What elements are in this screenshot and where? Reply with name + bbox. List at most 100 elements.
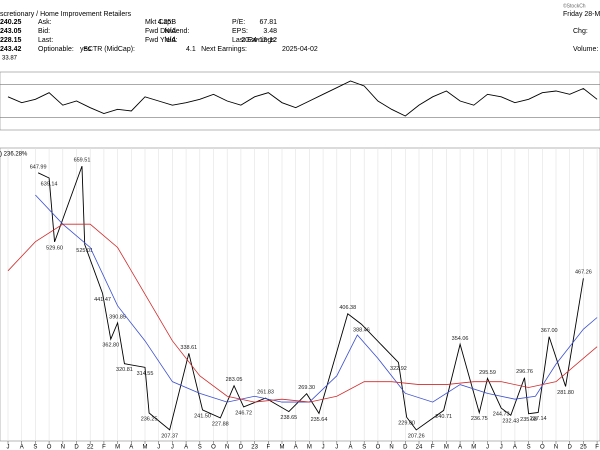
x-tick-label: O	[47, 445, 52, 450]
header-text: 67.81	[259, 19, 277, 26]
series-line	[7, 223, 598, 403]
value-label: 320.81	[116, 367, 133, 373]
value-label: 525.01	[76, 248, 93, 254]
value-label: 229.00	[398, 421, 415, 427]
value-label: 529.60	[46, 245, 63, 251]
series-line	[35, 194, 598, 403]
header-text: Optionable:	[38, 46, 74, 53]
header-text: Fwd Yield:	[145, 37, 177, 44]
x-tick-label: J	[486, 445, 489, 450]
header-text: 3.48	[263, 28, 277, 35]
x-tick-label: M	[444, 445, 449, 450]
x-tick-label: S	[527, 445, 531, 450]
header-text: 2025-04-02	[282, 46, 318, 53]
value-label: 362.80	[102, 343, 119, 349]
x-tick-label: A	[513, 445, 517, 450]
value-label: 241.50	[194, 413, 211, 419]
value-label: 338.61	[180, 345, 197, 351]
header-text: 4.1	[186, 46, 196, 53]
value-label: 232.43	[502, 419, 519, 425]
value-label: 281.80	[557, 390, 574, 396]
x-tick-label: N	[61, 445, 65, 450]
value-label: 236.25	[141, 416, 158, 422]
value-label: 244.73	[493, 412, 510, 418]
x-tick-label: N	[389, 445, 393, 450]
series-line	[7, 80, 598, 117]
x-tick-label: S	[33, 445, 37, 450]
x-tick-label: A	[294, 445, 298, 450]
header-text: scretionary / Home Improvement Retailers	[0, 11, 132, 18]
header-text: 2024-12-12	[241, 37, 277, 44]
price-panel	[0, 147, 600, 442]
value-label: 237.14	[530, 416, 547, 422]
value-label: 388.46	[353, 328, 370, 334]
x-tick-label: A	[20, 445, 24, 450]
x-tick-label: M	[115, 445, 120, 450]
value-label: 240.71	[435, 414, 452, 420]
value-label: 269.30	[298, 385, 315, 391]
header-text: Bid:	[38, 28, 50, 35]
x-tick-label: J	[322, 445, 325, 450]
x-tick-label: M	[307, 445, 312, 450]
value-label: 207.37	[161, 433, 178, 439]
value-label: 659.51	[74, 158, 91, 164]
value-label: 322.92	[390, 366, 407, 372]
x-tick-label: F	[431, 445, 435, 450]
x-tick-label: S	[362, 445, 366, 450]
x-tick-label: D	[239, 445, 244, 450]
x-tick-label: D	[74, 445, 79, 450]
header-text: EPS:	[232, 28, 248, 35]
header-text: 243.05	[0, 28, 22, 35]
value-label: 296.76	[516, 369, 533, 375]
value-label: 235.08	[520, 417, 537, 423]
value-label: 467.26	[575, 270, 592, 276]
x-tick-label: F	[595, 445, 599, 450]
x-tick-label: J	[171, 445, 174, 450]
header-text: Fwd Dividend:	[145, 28, 189, 35]
x-tick-label: 24	[416, 445, 423, 450]
series-line	[37, 165, 584, 431]
x-tick-label: J	[157, 445, 160, 450]
value-label: 354.06	[452, 336, 469, 342]
value-label: 235.64	[311, 417, 328, 423]
x-tick-label: A	[129, 445, 133, 450]
value-label: 246.72	[235, 410, 252, 416]
x-tick-label: F	[102, 445, 106, 450]
value-label: 295.59	[479, 370, 496, 376]
x-tick-label: D	[403, 445, 408, 450]
x-tick-label: 25	[580, 445, 587, 450]
x-tick-label: J	[500, 445, 503, 450]
value-label: 283.05	[226, 377, 243, 383]
x-tick-label: A	[184, 445, 188, 450]
header-text: N/A	[164, 28, 176, 35]
x-tick-label: M	[471, 445, 476, 450]
value-label: 647.99	[30, 164, 47, 170]
x-tick-label: D	[568, 445, 573, 450]
header-text: 243.42	[0, 46, 22, 53]
x-tick-label: O	[376, 445, 381, 450]
x-tick-label: A	[348, 445, 352, 450]
x-tick-label: O	[540, 445, 545, 450]
header-text: Ask:	[38, 19, 52, 26]
x-tick-label: J	[7, 445, 10, 450]
header-text: Mkt Cap:	[145, 19, 173, 26]
value-label: 238.65	[280, 415, 297, 421]
value-label: 441.47	[94, 297, 111, 303]
value-label: 236.75	[471, 416, 488, 422]
header-text: 228.15	[0, 37, 22, 44]
x-tick-label: O	[211, 445, 216, 450]
x-tick-label: M	[143, 445, 148, 450]
header-text: Volume: 8	[573, 46, 600, 53]
value-label: 227.88	[212, 421, 229, 427]
x-tick-label: 23	[251, 445, 258, 450]
chart-title: ) 236.28%	[0, 152, 28, 158]
x-tick-label: N	[225, 445, 229, 450]
value-label: 261.83	[257, 390, 274, 396]
header-text: 240.25	[0, 19, 22, 26]
x-tick-label: N	[554, 445, 558, 450]
header-text: SCTR (MidCap):	[83, 46, 135, 53]
header-text: Last Earnings:	[232, 37, 277, 44]
x-tick-label: S	[198, 445, 202, 450]
